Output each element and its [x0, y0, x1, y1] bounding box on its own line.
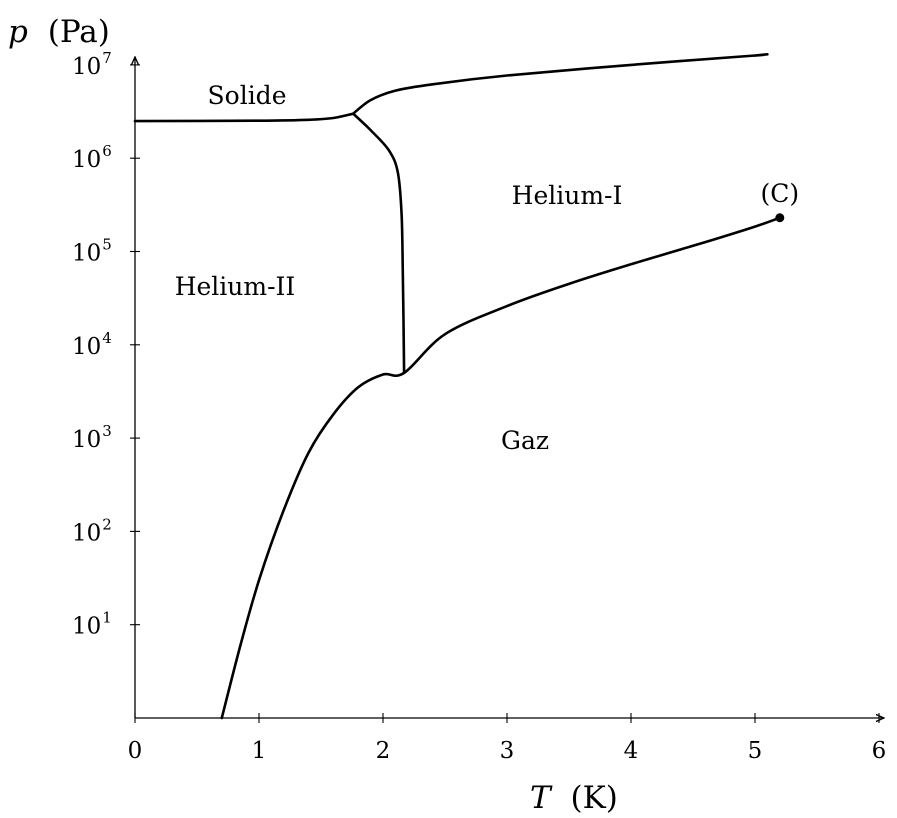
y-tick-exponent: 4 — [102, 329, 112, 347]
x-tick-label: 6 — [872, 738, 887, 764]
region-label-helium-1: Helium-I — [512, 181, 623, 210]
y-tick-base: 10 — [72, 147, 101, 173]
critical-point-label: (C) — [760, 179, 799, 208]
y-tick-exponent: 7 — [102, 49, 112, 67]
y-tick-exponent: 1 — [102, 609, 112, 627]
region-label-helium-2: Helium-II — [175, 272, 296, 301]
y-tick-base: 10 — [72, 334, 101, 360]
y-tick-exponent: 3 — [102, 422, 112, 440]
y-axis-unit: (Pa) — [48, 14, 110, 50]
x-tick-label: 2 — [376, 738, 391, 764]
y-tick-base: 10 — [72, 614, 101, 640]
y-tick-label: 103 — [72, 422, 112, 453]
region-label-gas: Gaz — [501, 426, 549, 455]
y-tick-base: 10 — [72, 54, 101, 80]
x-axis-variable: T — [530, 780, 553, 816]
phase-curve-melting-curve-low — [133, 112, 355, 123]
x-tick-label: 3 — [500, 738, 515, 764]
y-tick-label: 107 — [72, 49, 112, 80]
y-tick-exponent: 6 — [102, 142, 112, 160]
phase-curve-vaporization-curve — [220, 216, 782, 720]
y-axis-title: p (Pa) — [8, 14, 110, 50]
region-label-solid: Solide — [208, 81, 287, 110]
y-tick-base: 10 — [72, 427, 101, 453]
x-tick-label: 5 — [748, 738, 763, 764]
y-tick-exponent: 5 — [102, 236, 112, 254]
y-tick-base: 10 — [72, 241, 101, 267]
y-axis-variable: p — [8, 14, 28, 50]
y-tick-label: 105 — [72, 236, 112, 267]
y-tick-label: 101 — [72, 609, 112, 640]
y-tick-label: 104 — [72, 329, 112, 360]
y-tick-base: 10 — [72, 520, 101, 546]
y-tick-exponent: 2 — [102, 515, 112, 533]
y-tick-label: 102 — [72, 515, 112, 546]
x-axis-unit: (K) — [571, 780, 618, 816]
phase-boundaries — [133, 53, 782, 720]
critical-point-marker — [775, 213, 785, 223]
x-axis-title: T (K) — [530, 780, 618, 816]
phase-curve-melting-curve-high — [351, 53, 769, 115]
x-tick-label: 4 — [624, 738, 639, 764]
x-ticks: 0 1 2 3 4 5 6 — [128, 713, 887, 764]
phase-curve-lambda-line — [351, 112, 406, 375]
y-tick-label: 106 — [72, 142, 112, 173]
x-tick-label: 1 — [252, 738, 267, 764]
x-tick-label: 0 — [128, 738, 143, 764]
